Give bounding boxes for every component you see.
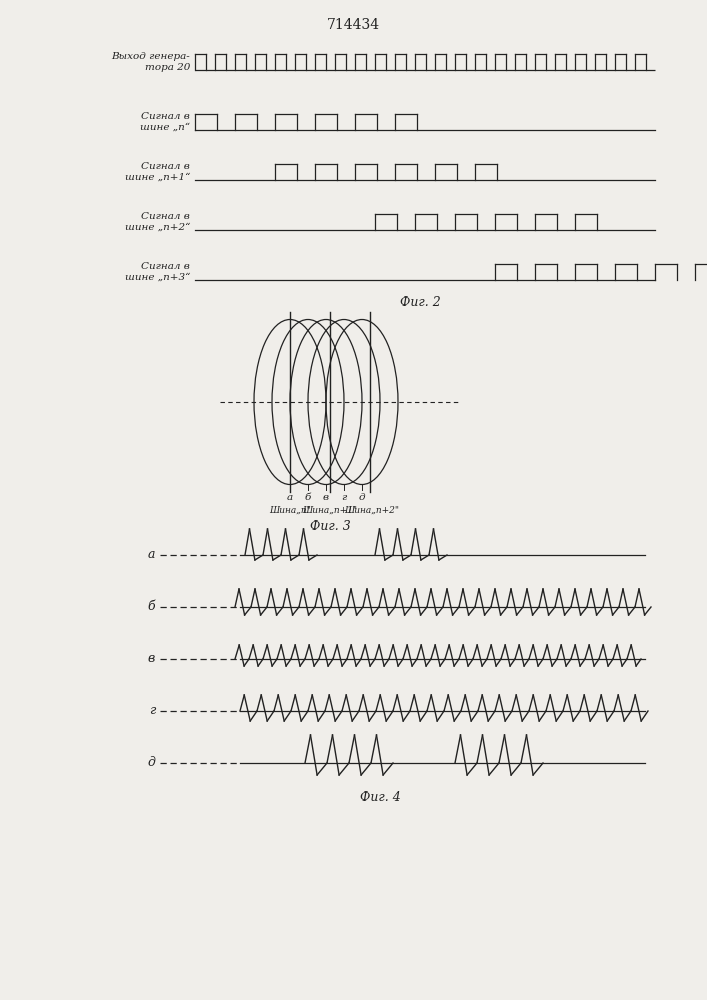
Text: Шина„п+2": Шина„п+2" [344,506,399,515]
Text: д: д [358,493,366,502]
Text: б: б [147,600,155,613]
Text: г: г [148,704,155,718]
Text: в: в [148,652,155,666]
Text: Выход генера-
тора 20: Выход генера- тора 20 [111,52,190,72]
Text: г: г [341,493,346,502]
Text: Шина„п": Шина„п" [269,506,311,515]
Text: а: а [148,548,155,562]
Text: Фиг. 3: Фиг. 3 [310,520,351,533]
Text: Фиг. 2: Фиг. 2 [399,296,440,308]
Text: Сигнал в
шине „n+3“: Сигнал в шине „n+3“ [124,262,190,282]
Text: в: в [323,493,329,502]
Text: а: а [287,493,293,502]
Text: д: д [147,756,155,770]
Text: Шина„п+1": Шина„п+1" [303,506,358,515]
Text: Сигнал в
шине „n+1“: Сигнал в шине „n+1“ [124,162,190,182]
Text: Фиг. 4: Фиг. 4 [360,791,400,804]
Text: Сигнал в
шине „n“: Сигнал в шине „n“ [140,112,190,132]
Text: б: б [305,493,311,502]
Text: 714434: 714434 [327,18,380,32]
Text: Сигнал в
шине „n+2“: Сигнал в шине „n+2“ [124,212,190,232]
